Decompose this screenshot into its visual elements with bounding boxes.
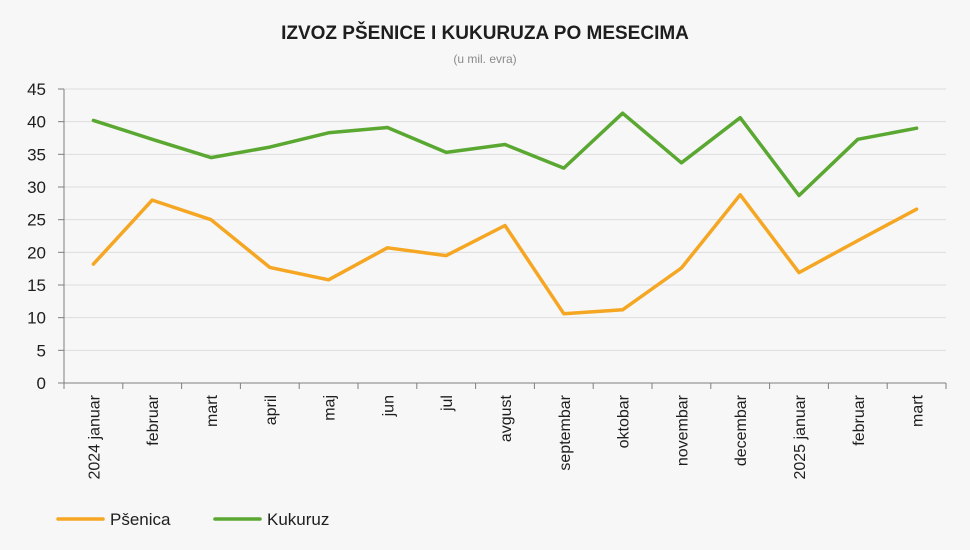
x-tick-label: 2025 januar bbox=[792, 394, 809, 479]
x-tick-label: april bbox=[263, 395, 280, 425]
data-point bbox=[738, 116, 742, 120]
data-point bbox=[915, 126, 919, 130]
data-point bbox=[856, 137, 860, 141]
data-point bbox=[150, 198, 154, 202]
data-point bbox=[385, 126, 389, 130]
y-tick-label: 15 bbox=[27, 276, 46, 295]
data-point bbox=[797, 193, 801, 197]
legend-label: Pšenica bbox=[110, 510, 171, 529]
x-tick-label: novembar bbox=[674, 394, 691, 466]
data-point bbox=[150, 137, 154, 141]
data-point bbox=[385, 246, 389, 250]
data-point bbox=[856, 239, 860, 243]
data-point bbox=[91, 118, 95, 122]
legend-label: Kukuruz bbox=[267, 510, 329, 529]
data-point bbox=[91, 262, 95, 266]
x-tick-label: mart bbox=[204, 394, 221, 427]
x-tick-label: jun bbox=[380, 395, 397, 417]
data-point bbox=[444, 254, 448, 258]
data-point bbox=[621, 111, 625, 115]
chart-title: IZVOZ PŠENICE I KUKURUZA PO MESECIMA bbox=[281, 22, 689, 44]
data-point bbox=[915, 207, 919, 211]
y-axis-ticks: 0 5 10 15 20 25 30 35 40 45 bbox=[27, 80, 46, 393]
x-tick-label: decembar bbox=[733, 394, 750, 466]
series-line-kukuruz bbox=[91, 111, 919, 198]
x-tick-label: septembar bbox=[557, 394, 574, 470]
x-tick-label: jul bbox=[439, 395, 456, 412]
data-point bbox=[327, 278, 331, 282]
data-point bbox=[797, 271, 801, 275]
legend: Pšenica Kukuruz bbox=[56, 510, 329, 529]
data-point bbox=[209, 218, 213, 222]
data-point bbox=[444, 150, 448, 154]
y-tick-label: 30 bbox=[27, 178, 46, 197]
series-line-psenica bbox=[91, 193, 919, 316]
x-tick-label: 2024 januar bbox=[86, 394, 103, 479]
data-point bbox=[621, 308, 625, 312]
data-point bbox=[503, 143, 507, 147]
x-tick-label: avgust bbox=[498, 394, 515, 442]
x-tick-label: mart bbox=[910, 394, 927, 427]
y-tick-label: 25 bbox=[27, 211, 46, 230]
data-point bbox=[679, 161, 683, 165]
data-point bbox=[327, 131, 331, 135]
y-tick-label: 45 bbox=[27, 80, 46, 99]
y-tick-label: 20 bbox=[27, 243, 46, 262]
y-tick-label: 10 bbox=[27, 309, 46, 328]
y-tick-label: 5 bbox=[37, 341, 46, 360]
x-tick-label: maj bbox=[322, 395, 339, 421]
x-tick-label: oktobar bbox=[616, 394, 633, 448]
data-point bbox=[209, 156, 213, 160]
data-point bbox=[503, 224, 507, 228]
y-tick-label: 0 bbox=[37, 374, 46, 393]
gridlines bbox=[64, 88, 946, 351]
x-tick-label: februar bbox=[851, 394, 868, 445]
y-tick-label: 35 bbox=[27, 145, 46, 164]
y-tick-label: 40 bbox=[27, 113, 46, 132]
series-lines bbox=[91, 111, 919, 316]
x-tick-label: februar bbox=[145, 394, 162, 445]
axes bbox=[58, 88, 947, 389]
data-point bbox=[562, 312, 566, 316]
data-point bbox=[738, 193, 742, 197]
chart-subtitle: (u mil. evra) bbox=[453, 52, 516, 66]
data-point bbox=[268, 145, 272, 149]
data-point bbox=[268, 265, 272, 269]
x-axis-ticks: 2024 januar februar mart april maj jun jul avgu… bbox=[86, 394, 926, 479]
data-point bbox=[562, 166, 566, 170]
data-point bbox=[679, 266, 683, 270]
